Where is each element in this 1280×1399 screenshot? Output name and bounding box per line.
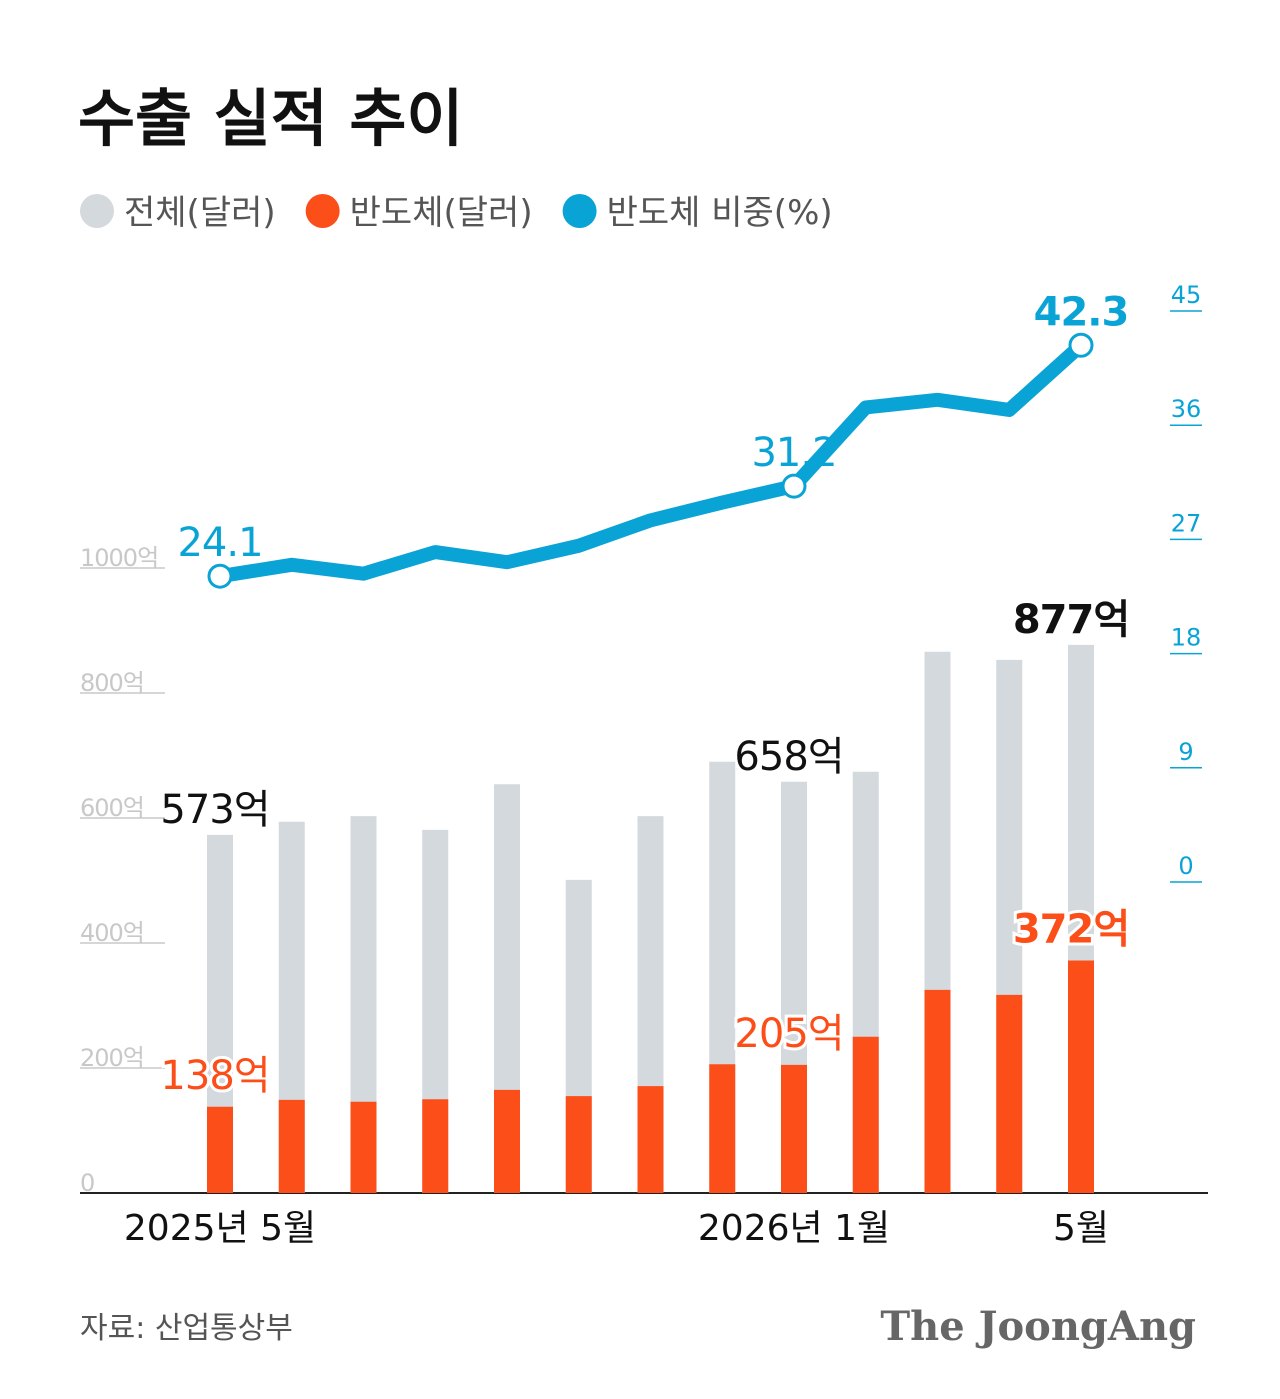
y2-tick-label: 27 — [1171, 509, 1202, 537]
data-label: 31.2 — [751, 430, 836, 476]
bar — [494, 1089, 520, 1193]
y2-tick-label: 9 — [1178, 738, 1193, 766]
data-label: 138억 — [160, 1053, 269, 1099]
bar — [422, 1099, 449, 1193]
data-label: 658억 — [734, 734, 843, 780]
y2-tick-label: 45 — [1171, 281, 1202, 309]
data-label: 573억 — [160, 787, 269, 833]
y-tick-label: 0 — [80, 1169, 94, 1197]
bar — [637, 1086, 664, 1193]
bar — [709, 1064, 736, 1193]
chart-title: 수출 실적 추이 — [78, 82, 463, 155]
legend-marker — [305, 194, 340, 228]
source: 자료: 산업통상부 — [80, 1311, 293, 1346]
bar — [996, 994, 1023, 1193]
y2-tick-label: 0 — [1178, 852, 1193, 880]
logo: The JoongAng — [880, 1303, 1196, 1350]
bar — [207, 1106, 233, 1193]
legend-label: 반도체(달러) — [350, 193, 533, 233]
data-label: 24.1 — [177, 520, 262, 566]
bar — [924, 989, 951, 1193]
data-label: 205억 — [734, 1011, 843, 1057]
line-point — [781, 473, 807, 499]
data-label: 877억 — [1013, 597, 1129, 643]
bar — [565, 1096, 592, 1193]
bar — [278, 1099, 305, 1193]
x-tick-label: 2026년 1월 — [698, 1208, 890, 1249]
line-point — [207, 563, 233, 589]
bar — [350, 1101, 377, 1193]
line — [218, 340, 1086, 584]
data-label: 42.3 — [1034, 289, 1129, 335]
legend-marker — [562, 194, 597, 228]
x-tick-label: 5월 — [1053, 1208, 1109, 1249]
line-point — [1068, 332, 1094, 358]
x-tick-label: 2025년 5월 — [124, 1208, 316, 1249]
y2-tick-label: 18 — [1171, 624, 1202, 652]
bar — [852, 1036, 879, 1193]
bar — [1068, 960, 1094, 1193]
y2-tick-label: 36 — [1171, 395, 1202, 423]
legend-label: 반도체 비중(%) — [607, 193, 833, 233]
data-label: 372억 — [1013, 907, 1129, 953]
legend-marker — [80, 194, 114, 228]
bar — [781, 1064, 807, 1193]
legend-label: 전체(달러) — [124, 193, 276, 233]
